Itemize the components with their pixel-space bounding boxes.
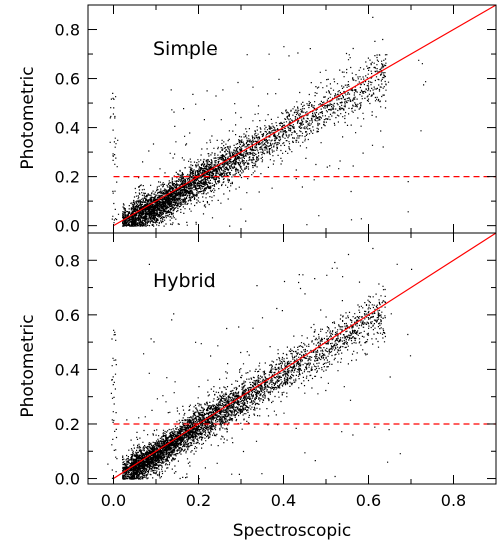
y-tick-label: 0.2 [55,168,80,187]
y-tick-label: 0.8 [55,251,80,270]
y-tick-label: 0.4 [55,360,80,379]
y-tick-label: 0.0 [55,217,80,236]
one-to-one-line [113,4,497,227]
panel-simple-lines [113,4,497,227]
panel-hybrid: 0.0 0.2 0.4 0.6 0.8 0.0 0.2 0.4 0.6 0.8 Hybrid Ph… [18,232,497,541]
scatter-points [109,16,427,227]
panel-hybrid-ticks: 0.0 0.2 0.4 0.6 0.8 0.0 0.2 0.4 0.6 0.8 [55,232,497,510]
panel-hybrid-lines [113,232,497,480]
panel-hybrid-frame [87,232,497,485]
one-to-one-line [113,232,497,480]
y-tick-label: 0.6 [55,70,80,89]
panel-simple-ylabel: Photometric [18,66,38,169]
x-tick-label: 0.0 [101,491,126,510]
x-axis-title: Spectroscopic [233,521,352,541]
panel-simple-label: Simple [153,38,218,60]
panel-simple-scatter [109,16,427,227]
y-tick-label: 0.8 [55,21,80,40]
panel-simple: 0.0 0.2 0.4 0.6 0.8 Simple Photometric [18,4,497,236]
y-tick-label: 0.4 [55,119,80,138]
panel-simple-ticks: 0.0 0.2 0.4 0.6 0.8 [55,4,497,236]
x-tick-label: 0.8 [441,491,466,510]
x-tick-label: 0.2 [186,491,211,510]
x-tick-label: 0.6 [356,491,381,510]
panel-hybrid-ylabel: Photometric [18,314,38,417]
panel-hybrid-label: Hybrid [153,270,216,292]
scatter-points [107,247,413,480]
panel-hybrid-scatter [107,247,413,480]
y-tick-label: 0.2 [55,415,80,434]
y-tick-label: 0.6 [55,306,80,325]
x-tick-label: 0.4 [271,491,296,510]
y-tick-label: 0.0 [55,470,80,489]
